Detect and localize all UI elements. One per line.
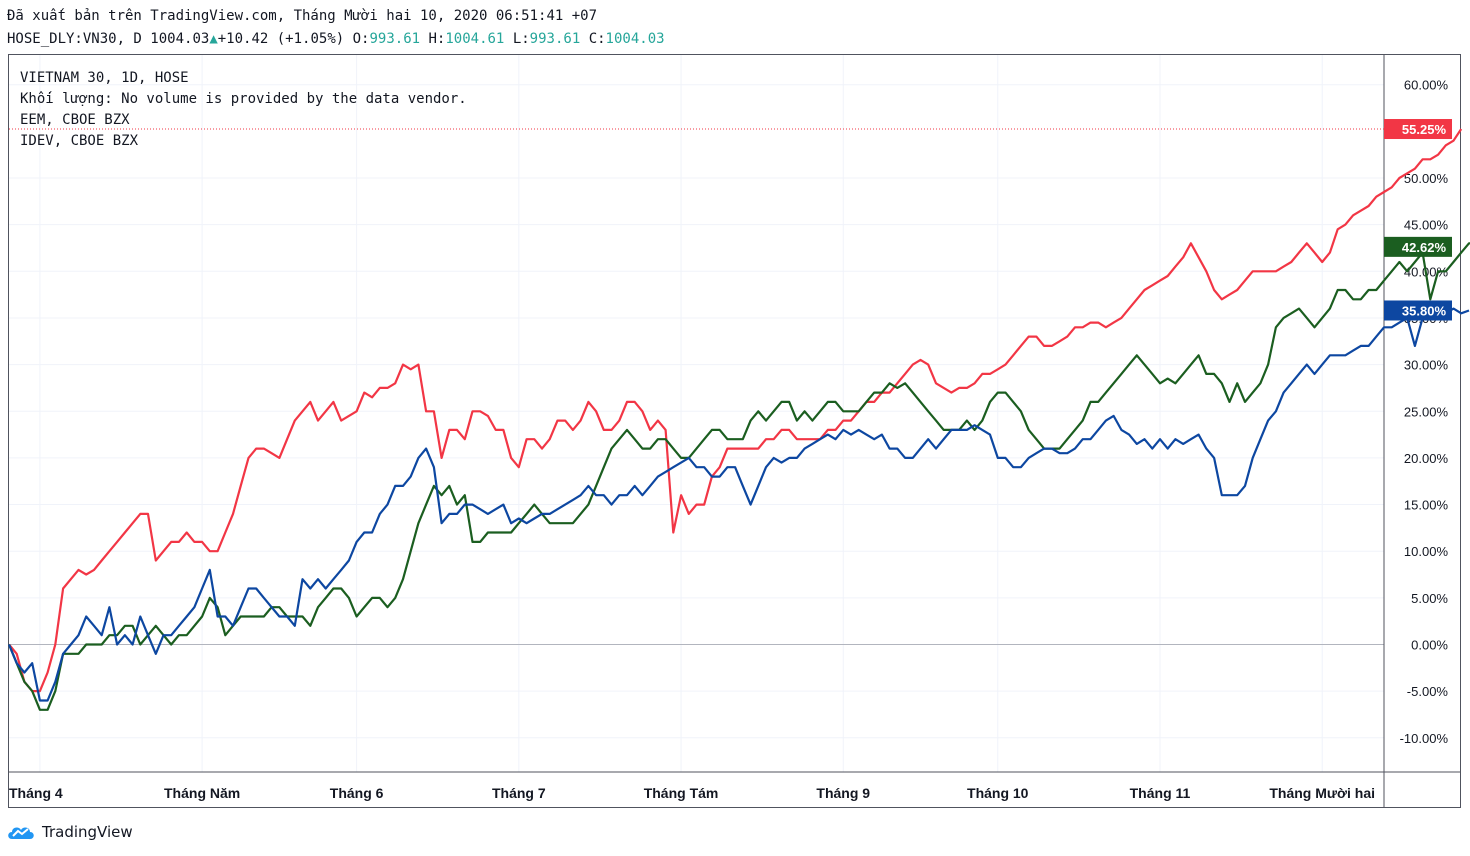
high-label: H: [428, 31, 446, 47]
price-label-bg-2 [1384, 300, 1452, 321]
up-triangle-icon: ▲ [209, 31, 218, 47]
open-label: O: [352, 31, 370, 47]
legend-idev[interactable]: IDEV, CBOE BZX [20, 133, 139, 149]
y-tick-label: 30.00% [1404, 358, 1449, 373]
x-tick-label: Tháng Năm [164, 785, 240, 801]
price-label-0: 55.25% [1402, 122, 1447, 137]
x-tick-label: Tháng Tám [644, 785, 719, 801]
y-tick-label: -5.00% [1407, 684, 1449, 699]
y-tick-label: 45.00% [1404, 218, 1449, 233]
y-tick-label: 0.00% [1411, 638, 1448, 653]
x-tick-label: Tháng 11 [1130, 785, 1191, 801]
high-value: 1004.61 [445, 31, 505, 47]
published-info: Đã xuất bản trên TradingView.com, Tháng … [7, 8, 598, 24]
y-tick-label: -10.00% [1400, 731, 1449, 746]
symbol-info-line: HOSE_DLY:VN30, D 1004.03▲+10.42 (+1.05%)… [7, 31, 665, 47]
x-tick-label: Tháng 9 [816, 785, 870, 801]
y-tick-label: 10.00% [1404, 544, 1449, 559]
x-tick-label: Tháng Mười hai [1269, 785, 1375, 801]
x-tick-label: Tháng 7 [492, 785, 546, 801]
price-label-1: 42.62% [1402, 240, 1447, 255]
close-value: 1004.03 [605, 31, 665, 47]
price-label-2: 35.80% [1402, 303, 1447, 318]
chart-legend: VIETNAM 30, 1D, HOSE Khối lượng: No volu… [20, 68, 467, 152]
low-label: L: [512, 31, 530, 47]
x-tick-label: Tháng 4 [9, 785, 63, 801]
y-tick-label: 15.00% [1404, 498, 1449, 513]
y-tick-label: 50.00% [1404, 171, 1449, 186]
close-label: C: [588, 31, 606, 47]
y-tick-label: 20.00% [1404, 451, 1449, 466]
legend-eem[interactable]: EEM, CBOE BZX [20, 112, 130, 128]
y-tick-label: 60.00% [1404, 78, 1449, 93]
price-label-bg-0 [1384, 119, 1452, 140]
series-line-1 [7, 242, 1470, 711]
chart-frame[interactable] [8, 54, 1461, 808]
tradingview-logo[interactable]: TradingView [6, 822, 133, 842]
y-tick-label: 5.00% [1411, 591, 1448, 606]
x-tick-label: Tháng 10 [967, 785, 1029, 801]
series-line-0 [8, 128, 1463, 693]
series-line-2 [7, 307, 1470, 702]
cloud-logo-icon [8, 827, 34, 839]
price-change: +10.42 (+1.05%) [217, 31, 345, 47]
legend-main-series[interactable]: VIETNAM 30, 1D, HOSE [20, 70, 189, 86]
low-value: 993.61 [529, 31, 581, 47]
y-tick-label: 25.00% [1404, 404, 1449, 419]
brand-name: TradingView [42, 823, 133, 841]
legend-volume[interactable]: Khối lượng: No volume is provided by the… [20, 91, 467, 107]
symbol-name: HOSE_DLY:VN30, D [7, 31, 142, 47]
x-tick-label: Tháng 6 [330, 785, 384, 801]
price-label-bg-1 [1384, 236, 1452, 257]
open-value: 993.61 [369, 31, 421, 47]
last-price: 1004.03 [150, 31, 210, 47]
